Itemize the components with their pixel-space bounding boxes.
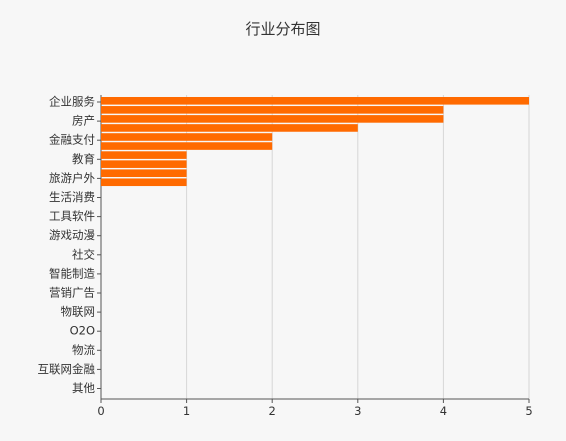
category-label: 房产: [72, 114, 95, 128]
category-label: 互联网金融: [38, 362, 96, 376]
bar: [101, 115, 444, 123]
category-label: 工具软件: [49, 209, 95, 223]
x-tick-label: 2: [269, 404, 276, 418]
x-tick-label: 5: [525, 404, 532, 418]
bar: [101, 151, 187, 159]
category-label: 社交: [72, 247, 95, 261]
bar: [101, 169, 187, 177]
bar: [101, 160, 187, 168]
category-label: 物流: [72, 343, 95, 357]
bar: [101, 124, 358, 132]
category-label: 营销广告: [49, 286, 95, 300]
category-label: 生活消费: [49, 190, 95, 204]
x-tick-label: 1: [183, 404, 190, 418]
x-tick-label: 0: [97, 404, 104, 418]
bar: [101, 133, 273, 141]
bar: [101, 178, 187, 187]
category-label: 游戏动漫: [49, 228, 95, 242]
bar: [101, 97, 529, 105]
category-label: 旅游户外: [49, 171, 95, 185]
category-label: O2O: [70, 324, 95, 338]
category-label: 智能制造: [49, 266, 95, 280]
x-tick-label: 3: [354, 404, 361, 418]
x-tick-label: 4: [440, 404, 447, 418]
category-label: 物联网: [61, 305, 96, 319]
category-label: 其他: [72, 381, 95, 395]
bar: [101, 142, 273, 150]
category-label: 企业服务: [49, 95, 95, 109]
chart-title: 行业分布图: [245, 20, 321, 38]
bar: [101, 106, 444, 114]
category-label: 教育: [72, 152, 95, 166]
category-label: 金融支付: [49, 133, 95, 147]
